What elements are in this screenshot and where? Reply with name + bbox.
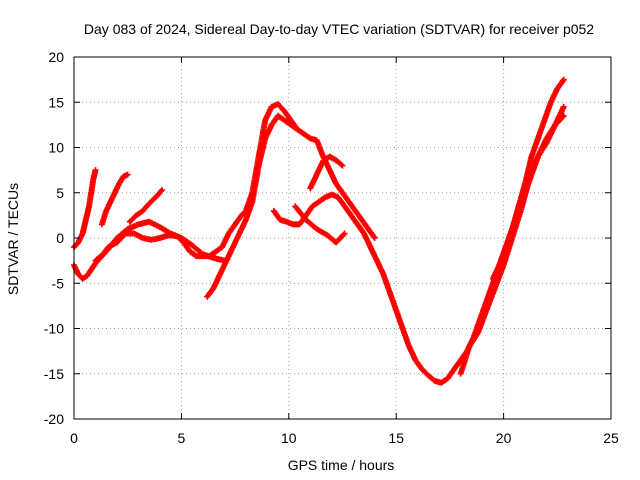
x-axis-label: GPS time / hours [288,457,395,473]
series-markers [126,187,166,225]
x-tick-label: 0 [70,430,78,446]
y-tick-label: 20 [48,49,64,65]
x-tick-label: 20 [496,430,512,446]
series-layer [71,76,567,386]
y-tick-label: 15 [48,94,64,110]
chart-title: Day 083 of 2024, Sidereal Day-to-day VTE… [84,21,594,37]
x-tick-label: 10 [281,430,297,446]
data-series-9 [457,103,567,377]
data-series-2 [98,171,131,228]
series-markers [204,112,378,300]
data-series-3 [126,187,166,225]
series-markers [489,112,567,282]
data-series-7 [292,203,348,246]
data-series-5 [204,112,378,300]
data-series-4 [92,218,228,264]
data-series-8 [307,153,346,192]
y-axis-label: SDTVAR / TECUs [5,183,21,295]
x-tick-label: 15 [388,430,404,446]
series-trace [294,205,346,244]
series-markers [292,203,348,246]
series-markers [307,153,346,192]
y-tick-label: -15 [44,366,64,382]
axis-ticks: 0 5 10 15 20 25 -20 -15 -10 -5 0 5 10 15 20 [44,49,619,446]
y-tick-label: -5 [52,275,65,291]
series-markers [457,103,567,377]
y-tick-label: -10 [44,321,64,337]
data-series-10 [489,112,567,282]
series-markers [98,171,131,228]
x-tick-label: 25 [603,430,619,446]
data-series-6 [270,76,567,386]
y-tick-label: 10 [48,140,64,156]
x-tick-label: 5 [178,430,186,446]
y-tick-label: 5 [56,185,64,201]
series-markers [270,76,567,386]
y-tick-label: -20 [44,411,64,427]
series-markers [92,218,228,264]
y-tick-label: 0 [56,230,64,246]
